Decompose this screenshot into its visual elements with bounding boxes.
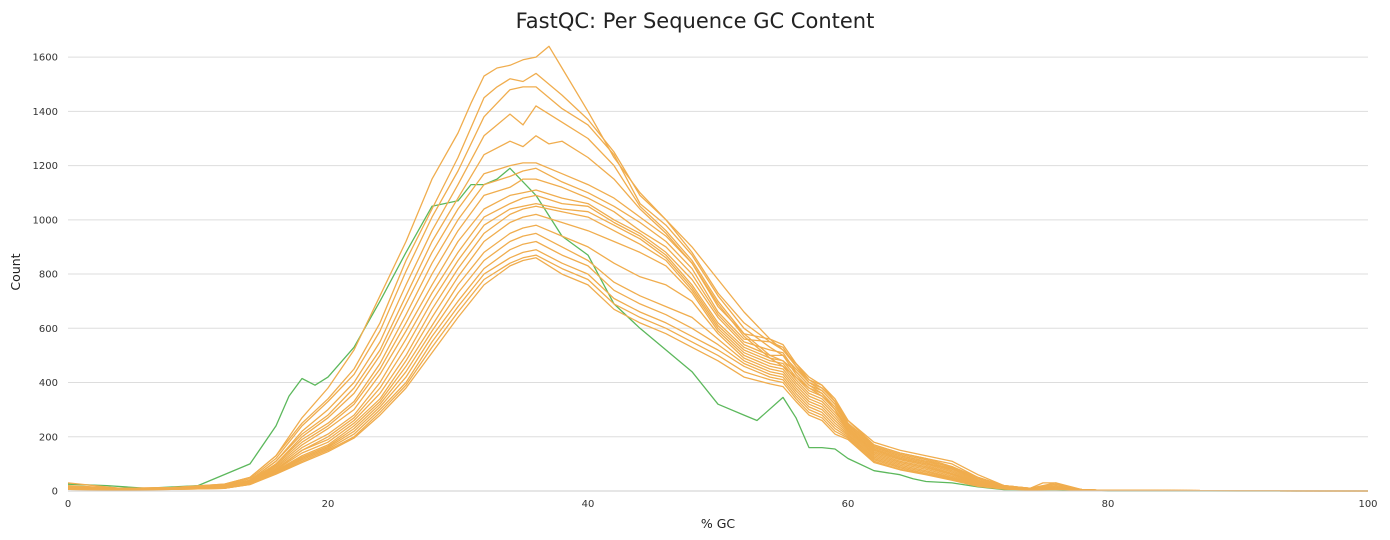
series-line-2-warn[interactable] bbox=[67, 45, 1368, 492]
chart-title: FastQC: Per Sequence GC Content bbox=[516, 9, 875, 33]
series-line-3-warn[interactable] bbox=[67, 72, 1369, 492]
y-tick-labels: 0 200 400 600 800 1000 1200 1400 1600 bbox=[33, 53, 58, 498]
y-tick-label: 1200 bbox=[33, 161, 58, 172]
x-tick-label: 0 bbox=[65, 499, 71, 510]
series-line-12-warn[interactable] bbox=[67, 202, 1369, 492]
series-line-14-warn[interactable] bbox=[67, 213, 1369, 492]
y-tick-label: 200 bbox=[39, 432, 58, 443]
x-tick-label: 80 bbox=[1102, 499, 1115, 510]
y-tick-label: 600 bbox=[39, 324, 58, 335]
x-tick-labels: 0 20 40 60 80 100 bbox=[65, 499, 1378, 510]
series-line-15-warn[interactable] bbox=[67, 224, 1369, 492]
y-tick-label: 0 bbox=[52, 487, 58, 498]
series-line-20-warn[interactable] bbox=[67, 257, 1369, 492]
x-axis-title: % GC bbox=[701, 516, 736, 531]
x-tick-label: 40 bbox=[582, 499, 595, 510]
y-axis-title: Count bbox=[8, 253, 23, 290]
series-line-18-warn[interactable] bbox=[67, 249, 1369, 492]
series-line-8-warn[interactable] bbox=[67, 167, 1369, 492]
x-tick-label: 100 bbox=[1358, 499, 1377, 510]
series-line-4-warn[interactable] bbox=[67, 86, 1369, 492]
series-line-11-warn[interactable] bbox=[67, 194, 1369, 492]
series-line-16-warn[interactable] bbox=[67, 232, 1369, 492]
y-tick-label: 800 bbox=[39, 270, 58, 281]
y-tick-label: 400 bbox=[39, 378, 58, 389]
series-lines bbox=[67, 45, 1369, 492]
series-line-10-warn[interactable] bbox=[67, 189, 1369, 492]
series-line-7-warn[interactable] bbox=[67, 162, 1369, 492]
y-tick-label: 1600 bbox=[33, 53, 58, 64]
y-tick-label: 1400 bbox=[33, 107, 58, 118]
series-line-9-warn[interactable] bbox=[67, 178, 1369, 492]
x-tick-label: 20 bbox=[322, 499, 335, 510]
series-line-6-warn[interactable] bbox=[67, 135, 1369, 492]
y-tick-label: 1000 bbox=[33, 215, 58, 226]
gridlines bbox=[68, 56, 1368, 438]
series-line-1-pass[interactable] bbox=[67, 167, 1368, 492]
series-line-17-warn[interactable] bbox=[67, 240, 1369, 492]
series-line-5-warn[interactable] bbox=[67, 105, 1369, 492]
x-tick-label: 60 bbox=[842, 499, 855, 510]
series-line-13-warn[interactable] bbox=[67, 205, 1369, 492]
series-line-19-warn[interactable] bbox=[67, 254, 1369, 492]
